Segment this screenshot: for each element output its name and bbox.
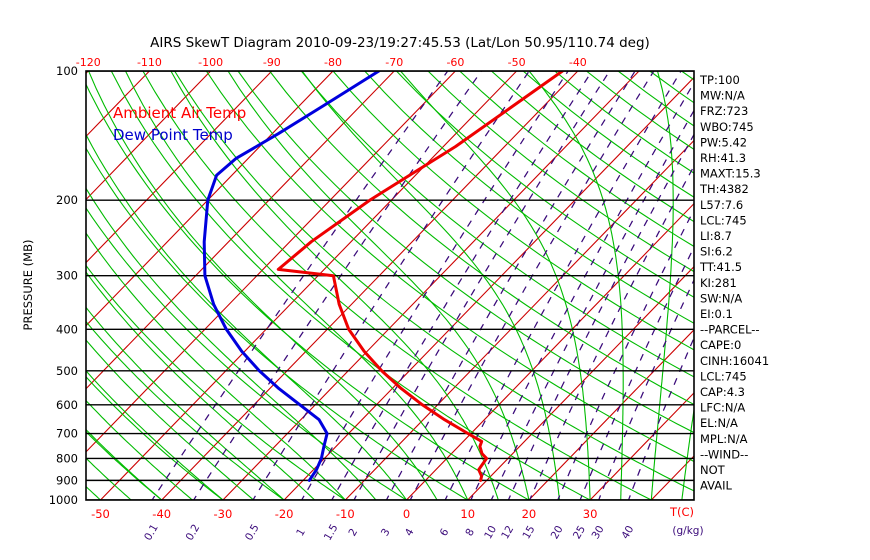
moist-adiabat-line bbox=[86, 232, 346, 500]
mixing-ratio-line bbox=[579, 245, 694, 500]
isotherm-line bbox=[86, 71, 89, 75]
dry-adiabat-line bbox=[745, 71, 870, 500]
dry-adiabat-line bbox=[681, 71, 694, 81]
isotherm-line bbox=[650, 455, 694, 500]
isotherm-line bbox=[406, 202, 694, 500]
dry-adiabat-line bbox=[649, 71, 694, 104]
dry-adiabat-line bbox=[777, 71, 870, 500]
moist-adiabat-line bbox=[86, 306, 285, 500]
dry-adiabat-line bbox=[86, 320, 285, 500]
moist-adiabat-line bbox=[301, 71, 561, 500]
dry-adiabat-line bbox=[86, 430, 163, 500]
mixing-ratio-line bbox=[444, 71, 682, 500]
moist-adiabat-line bbox=[86, 399, 193, 500]
mixing-ratio-line bbox=[557, 208, 694, 500]
moist-adiabat-line bbox=[227, 71, 530, 500]
dry-adiabat-line bbox=[110, 71, 591, 500]
dry-adiabat-line bbox=[713, 71, 870, 500]
mixing-ratio-line bbox=[331, 71, 593, 500]
dry-adiabat-line bbox=[364, 71, 694, 324]
moist-adiabat-line bbox=[86, 428, 163, 500]
isotherm-line bbox=[86, 71, 395, 390]
mixing-ratio-line bbox=[192, 71, 482, 500]
dry-adiabat-line bbox=[86, 83, 530, 500]
dry-adiabat-line bbox=[237, 71, 694, 434]
isotherm-line bbox=[86, 71, 456, 453]
dry-adiabat-line bbox=[332, 71, 694, 351]
mixing-ratio-line bbox=[490, 109, 694, 500]
mixing-ratio-line bbox=[353, 71, 611, 500]
dry-adiabat-line bbox=[205, 71, 694, 463]
moist-adiabat-line bbox=[528, 71, 624, 500]
mixing-ratio-line bbox=[627, 336, 694, 500]
isotherm-line bbox=[86, 71, 212, 201]
moist-adiabat-line bbox=[86, 370, 224, 500]
moist-adiabat-line bbox=[86, 271, 316, 500]
isotherm-line bbox=[713, 71, 870, 500]
isotherm-line bbox=[0, 71, 27, 500]
dry-adiabat-line bbox=[86, 264, 346, 500]
dry-adiabat-line bbox=[300, 71, 694, 378]
isotherm-line bbox=[774, 71, 870, 500]
moist-adiabat-line bbox=[86, 457, 132, 500]
isotherm-line bbox=[100, 71, 518, 500]
dry-adiabat-line bbox=[174, 71, 694, 492]
dry-adiabat-line bbox=[617, 71, 694, 127]
isotherm-line bbox=[467, 265, 694, 500]
mixing-ratio-line bbox=[151, 71, 449, 500]
isotherm-line bbox=[344, 139, 694, 500]
isotherm-line bbox=[161, 71, 579, 500]
dry-adiabat-line bbox=[86, 207, 407, 500]
moist-adiabat-line bbox=[86, 187, 377, 500]
mixing-ratio-line bbox=[409, 71, 655, 500]
mixing-ratio-line bbox=[598, 278, 694, 500]
moist-adiabat-line bbox=[400, 71, 591, 500]
dry-adiabat-line bbox=[840, 71, 870, 500]
mixing-ratio-line bbox=[385, 71, 636, 500]
isotherm-line bbox=[86, 71, 150, 138]
dry-adiabat-line bbox=[269, 71, 694, 406]
moist-adiabat-line bbox=[86, 339, 254, 500]
isotherm-line bbox=[528, 329, 694, 500]
dry-adiabat-line bbox=[491, 71, 694, 223]
moist-adiabat-line bbox=[86, 133, 407, 500]
mixing-ratio-line bbox=[300, 71, 569, 500]
isotherm-line bbox=[86, 71, 334, 327]
moist-adiabat-line bbox=[681, 406, 694, 500]
isotherm-line bbox=[283, 76, 694, 500]
dry-adiabat-line bbox=[554, 71, 694, 174]
moist-adiabat-line bbox=[125, 71, 469, 500]
mixing-ratio-line bbox=[470, 81, 694, 500]
moist-adiabat-line bbox=[88, 71, 438, 500]
moist-adiabat-line bbox=[650, 71, 674, 500]
dry-adiabat-line bbox=[427, 71, 694, 273]
dry-adiabat-line bbox=[142, 71, 652, 500]
moist-adiabat-line bbox=[713, 71, 808, 500]
profile-dewpoint bbox=[202, 71, 381, 482]
profile-temperature bbox=[276, 71, 564, 482]
dry-adiabat-line bbox=[396, 71, 694, 298]
dry-adiabat-line bbox=[808, 71, 870, 500]
mixing-ratio-line bbox=[252, 71, 530, 500]
plot-frame bbox=[85, 70, 695, 501]
isotherm-line bbox=[589, 392, 694, 500]
moist-adiabat-line bbox=[170, 71, 499, 500]
dry-adiabat-line bbox=[459, 71, 694, 248]
dry-adiabat-line bbox=[86, 375, 224, 500]
mixing-ratio-line bbox=[528, 164, 694, 500]
isotherm-line bbox=[86, 71, 273, 264]
dry-adiabat-line bbox=[86, 147, 468, 500]
mixing-ratio-line bbox=[507, 133, 694, 500]
